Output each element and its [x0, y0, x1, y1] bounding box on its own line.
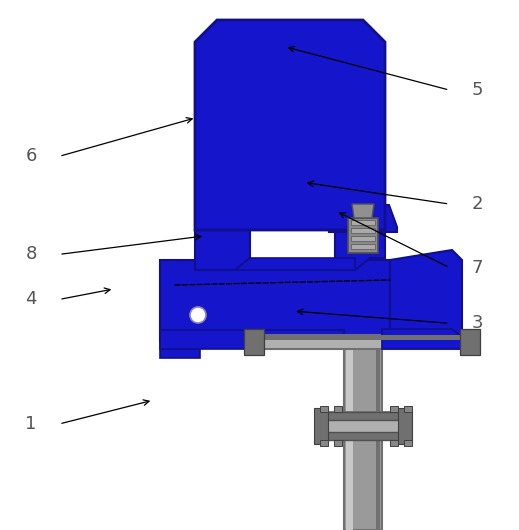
Polygon shape: [314, 408, 328, 444]
Polygon shape: [316, 432, 411, 440]
Polygon shape: [351, 228, 375, 233]
Polygon shape: [160, 260, 390, 340]
Polygon shape: [390, 440, 398, 446]
Polygon shape: [335, 230, 385, 270]
Polygon shape: [348, 218, 378, 253]
Polygon shape: [376, 240, 380, 530]
Polygon shape: [195, 20, 385, 230]
Polygon shape: [351, 236, 375, 241]
Polygon shape: [390, 250, 462, 340]
Polygon shape: [235, 258, 355, 270]
Text: 7: 7: [472, 259, 483, 277]
Polygon shape: [404, 440, 412, 446]
Circle shape: [190, 307, 206, 323]
Polygon shape: [195, 230, 250, 270]
Polygon shape: [334, 440, 342, 446]
Polygon shape: [351, 220, 375, 225]
Polygon shape: [346, 240, 353, 530]
Text: 3: 3: [472, 314, 483, 332]
Polygon shape: [334, 406, 342, 412]
Polygon shape: [248, 335, 478, 340]
Polygon shape: [344, 240, 382, 530]
Polygon shape: [316, 412, 411, 420]
Polygon shape: [320, 406, 328, 412]
Polygon shape: [352, 204, 374, 218]
Text: 1: 1: [25, 415, 37, 433]
Polygon shape: [404, 406, 412, 412]
Text: 2: 2: [472, 195, 483, 213]
Polygon shape: [320, 440, 328, 446]
Text: 6: 6: [25, 147, 37, 165]
Polygon shape: [460, 329, 480, 355]
Polygon shape: [244, 329, 264, 355]
Polygon shape: [351, 244, 375, 249]
Polygon shape: [160, 340, 200, 358]
Polygon shape: [390, 406, 398, 412]
Text: 8: 8: [25, 245, 37, 263]
Polygon shape: [160, 330, 344, 349]
Polygon shape: [316, 412, 411, 440]
Text: 4: 4: [25, 290, 37, 308]
Polygon shape: [382, 329, 462, 349]
Polygon shape: [398, 408, 412, 444]
Polygon shape: [248, 335, 478, 349]
Text: 5: 5: [472, 81, 483, 99]
Polygon shape: [329, 205, 397, 232]
